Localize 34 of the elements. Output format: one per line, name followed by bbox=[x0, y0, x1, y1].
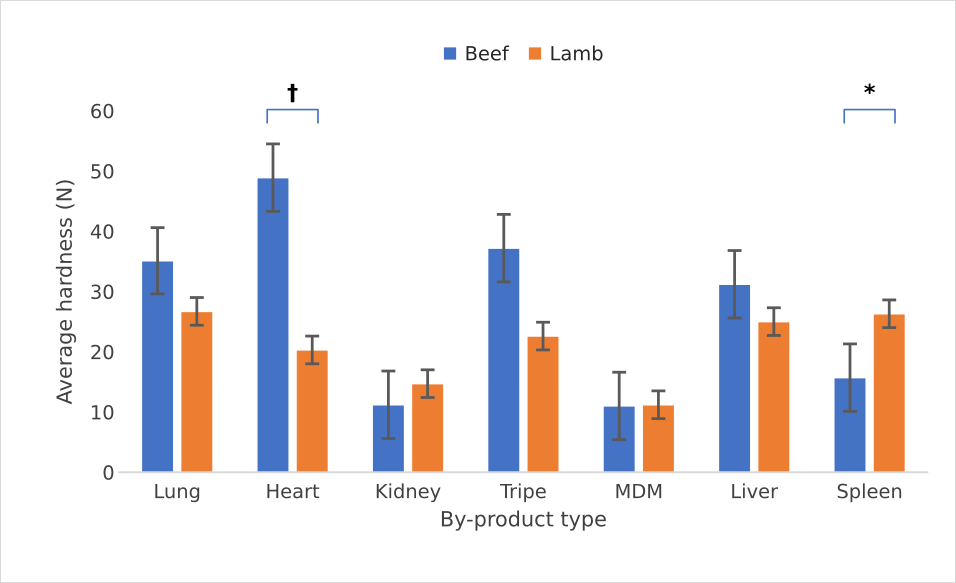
y-tick-label: 20 bbox=[91, 344, 114, 360]
bar bbox=[833, 376, 867, 472]
x-tick-label: Liver bbox=[732, 483, 778, 498]
legend-label: Lamb bbox=[551, 46, 603, 61]
bar bbox=[180, 310, 214, 472]
y-tick-label: 10 bbox=[92, 404, 114, 420]
bar bbox=[410, 382, 444, 472]
x-tick-label: Lung bbox=[155, 484, 200, 502]
bar bbox=[526, 335, 560, 472]
x-tick-label: MDM bbox=[616, 484, 662, 498]
x-tick-label: Spleen bbox=[838, 483, 902, 502]
x-tick-label: Tripe bbox=[500, 483, 546, 502]
y-tick-label: 50 bbox=[91, 164, 114, 179]
bar bbox=[295, 349, 330, 472]
bar bbox=[756, 320, 791, 472]
x-tick-label: Kidney bbox=[376, 483, 441, 502]
bar bbox=[372, 404, 406, 472]
bar bbox=[486, 247, 521, 472]
x-axis-title: By-product type bbox=[442, 510, 606, 531]
y-tick-label: 60 bbox=[91, 104, 114, 118]
bar bbox=[642, 404, 676, 472]
bar bbox=[256, 176, 290, 472]
y-tick-label: 40 bbox=[90, 224, 114, 239]
legend-label: Beef bbox=[466, 46, 510, 61]
text: † bbox=[288, 84, 298, 102]
bar bbox=[140, 260, 174, 472]
y-tick-label: 0 bbox=[104, 465, 114, 480]
x-tick-label: Heart bbox=[267, 484, 320, 498]
y-tick-label: 30 bbox=[91, 284, 114, 300]
text: * bbox=[864, 84, 875, 94]
bar bbox=[872, 313, 906, 472]
bar bbox=[602, 405, 636, 472]
bar bbox=[718, 284, 752, 472]
y-axis-title: Average hardness (N) bbox=[56, 180, 76, 404]
